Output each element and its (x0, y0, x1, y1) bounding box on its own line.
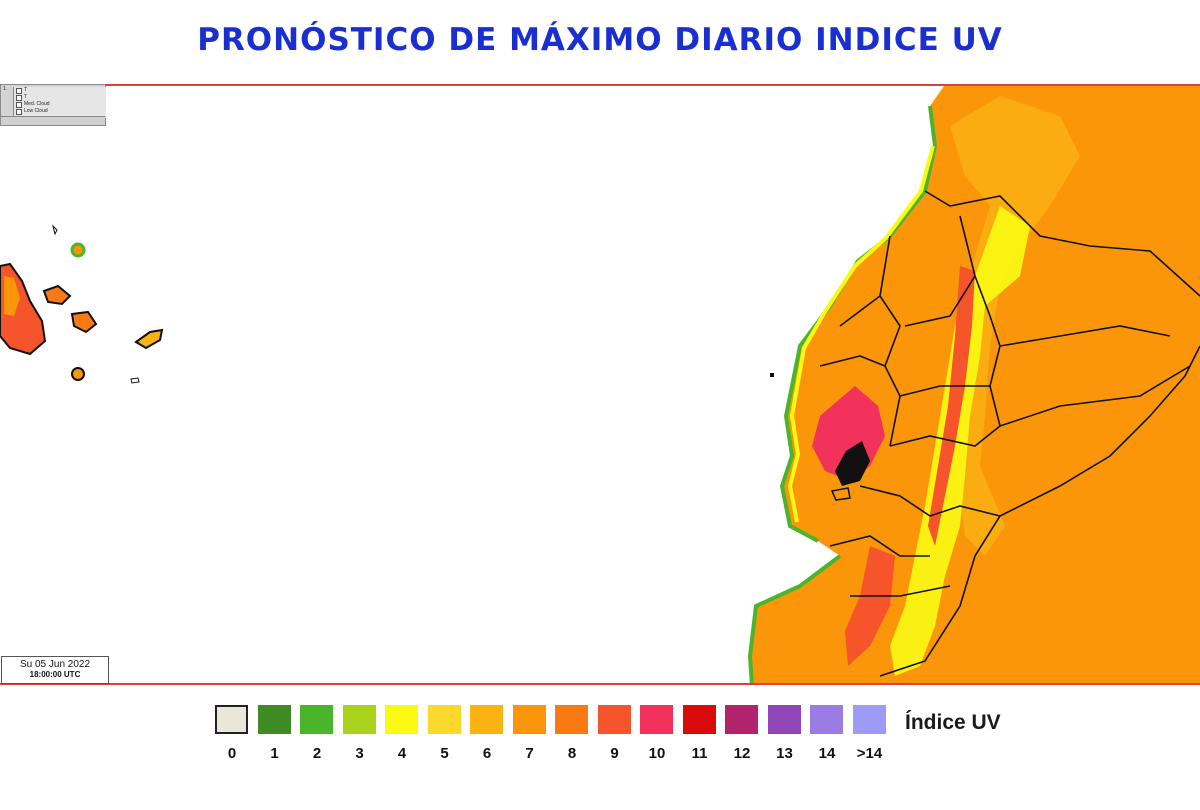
legend-swatch-14 (810, 705, 843, 734)
layer-item[interactable]: Low Cloud (14, 108, 106, 115)
legend-swatch-2 (300, 705, 333, 734)
legend-swatch-5 (427, 705, 461, 734)
legend-label-14: 14 (818, 745, 836, 762)
legend-swatch-10 (640, 705, 673, 734)
legend-swatch-1 (257, 705, 291, 734)
boundaries (819, 190, 1200, 677)
legend-label-11: 11 (691, 745, 708, 762)
checkbox-icon[interactable] (16, 87, 22, 94)
layer-list: T T Med. Cloud Low Cloud (13, 87, 106, 118)
legend-label-13: 13 (776, 745, 793, 762)
legend-label-3: 3 (355, 745, 364, 762)
layer-item[interactable]: T (14, 87, 106, 94)
legend-swatch-15 (852, 705, 886, 734)
legend-label-4: 4 (397, 745, 407, 762)
coastal-yellow (787, 145, 935, 523)
santa-cruz-island (42, 284, 72, 306)
legend-label-5: 5 (440, 745, 449, 762)
legend-swatch-13 (767, 705, 801, 734)
legend-label-1: 1 (270, 745, 279, 762)
legend-swatch-12 (725, 705, 758, 734)
gulf-estuary (835, 441, 870, 486)
layer-item[interactable]: T (14, 94, 106, 101)
legend-swatch-8 (555, 705, 588, 734)
santiago-island (70, 310, 98, 334)
layer-item[interactable]: Med. Cloud (14, 101, 106, 108)
espanola-island (71, 367, 85, 381)
map-canvas (0, 86, 1200, 683)
legend-label-9: 9 (610, 745, 619, 762)
high-uv-sierra-1 (928, 266, 975, 546)
legend-swatch-4 (385, 705, 418, 734)
forecast-time: 18:00:00 UTC (29, 670, 81, 679)
san-cristobal-island (134, 328, 164, 350)
legend-label-15: >14 (856, 745, 883, 762)
page-title: PRONÓSTICO DE MÁXIMO DIARIO INDICE UV (197, 22, 1003, 58)
legend-swatch-6 (470, 705, 503, 734)
panel-footer-bar (1, 116, 105, 125)
galapagos-islands (0, 224, 164, 384)
legend-title: Índice UV (905, 711, 1001, 734)
legend-label-0: 0 (227, 745, 237, 762)
legend-swatch-7 (512, 705, 546, 734)
panel-marker: 1. (3, 86, 8, 92)
la-plata-island (770, 373, 774, 377)
puna-island (830, 487, 851, 501)
forecast-date: Su 05 Jun 2022 (19, 659, 91, 670)
legend-label-10: 10 (648, 745, 666, 762)
legend-swatch-11 (682, 705, 716, 734)
legend-label-2: 2 (312, 745, 322, 762)
marchena-island (70, 242, 86, 258)
checkbox-icon[interactable] (16, 94, 22, 101)
legend-swatch-3 (342, 705, 376, 734)
andes-yellow-belt (890, 206, 1030, 676)
high-uv-sierra-2 (845, 546, 895, 666)
checkbox-icon[interactable] (16, 101, 22, 108)
legend-swatch-0 (215, 705, 248, 734)
legend-swatch-9 (597, 705, 631, 734)
timestamp-box: Su 05 Jun 2022 18:00:00 UTC (1, 656, 109, 684)
legend-label-12: 12 (733, 745, 751, 762)
checkbox-icon[interactable] (16, 108, 22, 115)
uv-forecast-map[interactable] (0, 84, 1200, 685)
layer-control-panel[interactable]: 1. T T Med. Cloud Low Cloud (0, 84, 106, 126)
legend-label-7: 7 (525, 745, 534, 762)
legend-label-8: 8 (567, 745, 577, 762)
legend-label-6: 6 (482, 745, 492, 762)
uv-legend: Índice UV 0 1 2 3 4 5 6 7 8 9 10 11 12 13 14 >14 (215, 703, 1035, 773)
